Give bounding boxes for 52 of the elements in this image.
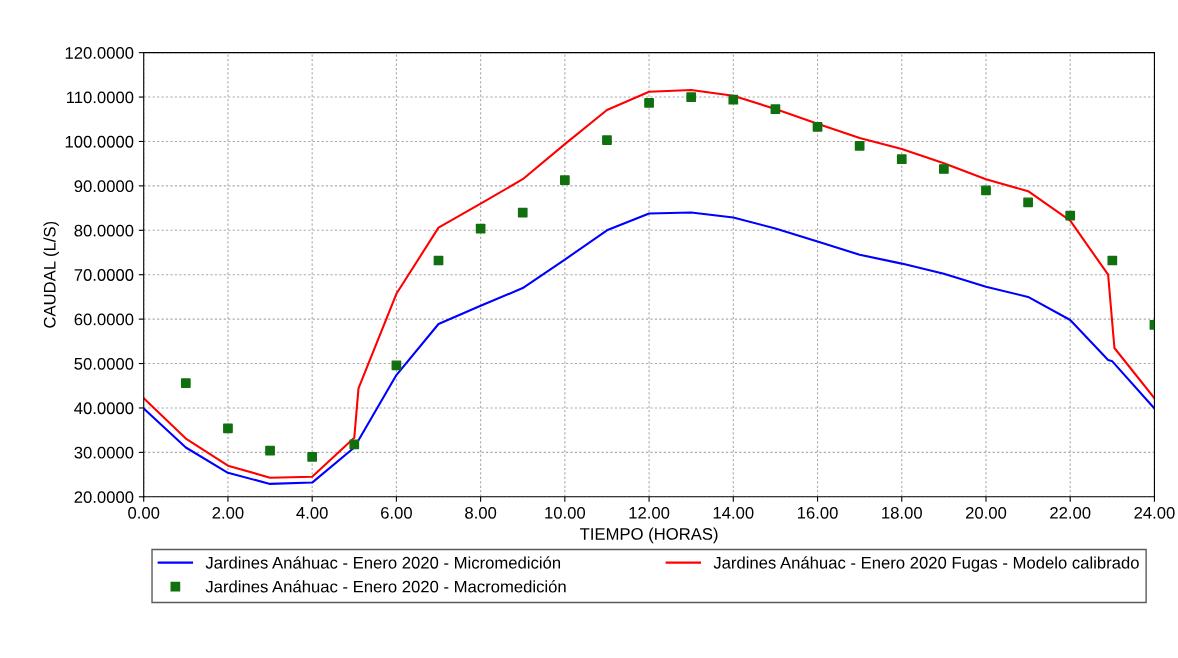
y-tick-label: 110.0000	[66, 91, 134, 104]
point	[602, 135, 612, 145]
point	[349, 439, 360, 450]
point	[307, 451, 318, 462]
point	[180, 378, 191, 388]
point	[223, 423, 233, 434]
legend-label: Jardines Anáhuac - Enero 2020 - Macromedición	[205, 580, 566, 593]
point	[854, 141, 865, 151]
point	[644, 97, 654, 108]
point	[981, 185, 991, 196]
y-tick-label: 30.0000	[74, 446, 134, 459]
y-tick-label: 70.0000	[74, 269, 134, 281]
point	[812, 121, 823, 132]
point	[1107, 255, 1118, 266]
x-tick-label: 22.00	[1050, 506, 1091, 519]
y-tick-label: 50.0000	[74, 357, 134, 370]
point	[1023, 197, 1033, 208]
legend-label: Jardines Anáhuac - Enero 2020 - Micromedición	[205, 556, 561, 569]
point	[265, 445, 275, 456]
x-tick-label: 14.00	[713, 506, 754, 519]
x-tick-label: 6.00	[381, 506, 412, 519]
y-axis-title: CAUDAL (L/S)	[43, 221, 59, 328]
point	[896, 154, 907, 165]
point	[728, 94, 739, 105]
line-series	[143, 211, 1155, 485]
x-tick-label: 2.00	[212, 506, 244, 519]
y-tick-label: 80.0000	[74, 224, 134, 237]
point	[939, 164, 949, 174]
x-tick-label: 16.00	[797, 506, 838, 519]
y-tick-label: 120.0000	[65, 47, 134, 59]
legend-label: Jardines Anáhuac - Enero 2020 Fugas - Modelo calibrado	[713, 556, 1139, 572]
y-tick-label: 90.0000	[74, 180, 134, 193]
x-tick-label: 12.00	[629, 506, 670, 519]
y-tick-label: 100.0000	[65, 135, 134, 148]
line-series	[143, 88, 1155, 479]
x-tick-label: 0.00	[128, 506, 160, 519]
x-tick-label: 20.00	[965, 506, 1007, 519]
y-tick-label: 20.0000	[74, 491, 134, 503]
x-tick-label: 4.00	[296, 506, 328, 519]
point	[391, 360, 402, 371]
x-tick-label: 10.00	[545, 506, 586, 519]
point	[1065, 210, 1076, 221]
x-axis-title: TIEMPO (HORAS)	[580, 527, 718, 544]
y-tick-label: 40.0000	[74, 402, 134, 415]
x-tick-label: 8.00	[465, 506, 497, 519]
y-tick-label: 60.0000	[74, 313, 134, 326]
point	[517, 207, 528, 218]
point	[770, 104, 781, 114]
point	[559, 175, 570, 185]
point	[686, 92, 697, 102]
x-tick-label: 18.00	[882, 506, 922, 519]
x-tick-label: 24.00	[1134, 506, 1175, 519]
